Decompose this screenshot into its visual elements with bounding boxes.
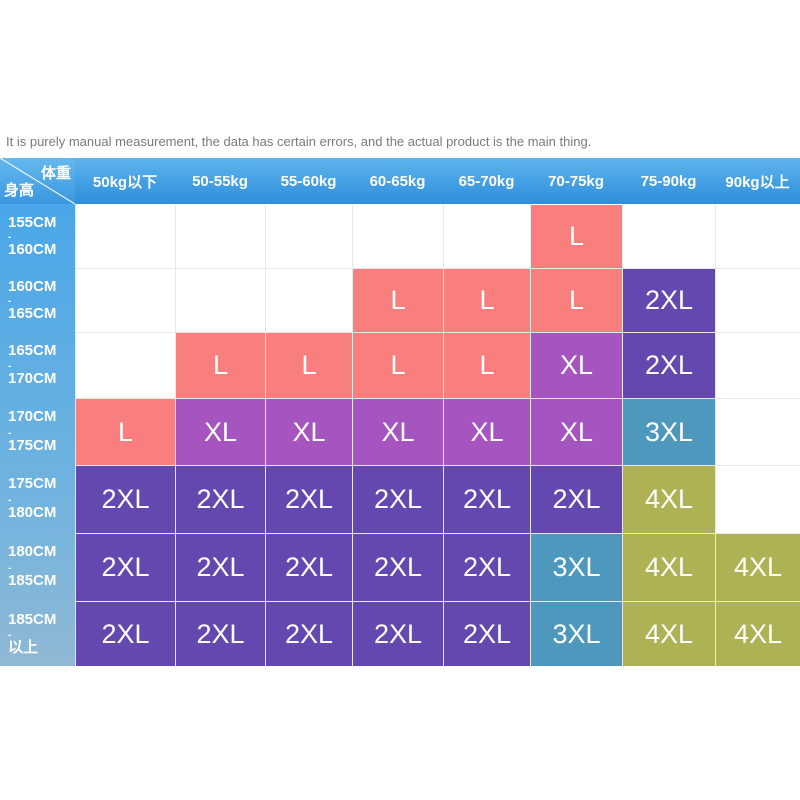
row-header-bottom: 以上 [8,639,39,656]
row-header-top: 185CM [8,611,57,628]
size-cell-2xl: 2XL [623,269,715,332]
grid-line [75,332,800,333]
column-header-weight: 75-90kg [640,172,697,190]
size-cell-xl: XL [444,399,530,465]
row-header-top: 175CM [8,475,57,492]
column-header-weight: 70-75kg [548,172,604,190]
row-header-height: 160CM -165CM [0,268,75,332]
size-cell-2xl: 2XL [76,534,175,601]
corner-diagonal [0,158,75,204]
size-cell-2xl: 2XL [353,602,443,666]
size-cell-2xl: 2XL [444,466,530,533]
grid-line [75,601,800,602]
size-cell-3xl: 3XL [531,602,622,666]
row-header-top: 170CM [8,408,57,425]
size-cell-xl: XL [531,333,622,398]
row-header-dash: - [8,428,12,439]
row-header-dash: - [8,630,12,641]
row-header-bottom: 165CM [8,305,57,322]
size-cell-xl: XL [353,399,443,465]
size-cell-l: L [76,399,175,465]
size-cell-2xl: 2XL [266,602,352,666]
size-cell-2xl: 2XL [444,534,530,601]
size-cell-xl: XL [266,399,352,465]
grid-line [715,204,716,666]
row-header-dash: - [8,361,12,372]
column-header-weight: 55-60kg [280,172,337,190]
column-header-weight: 90kg以上 [725,173,790,191]
size-cell-l: L [266,333,352,398]
row-header-bottom: 180CM [8,504,57,521]
size-cell-4xl: 4XL [716,602,800,666]
row-header-height: 155CM -160CM [0,204,75,268]
row-header-height: 170CM -175CM [0,398,75,465]
grid-line [75,398,800,399]
row-header-top: 160CM [8,278,57,295]
size-cell-2xl: 2XL [531,466,622,533]
size-cell-2xl: 2XL [444,602,530,666]
grid-line [75,204,76,666]
size-cell-2xl: 2XL [266,466,352,533]
size-cell-3xl: 3XL [531,534,622,601]
size-cell-2xl: 2XL [76,466,175,533]
row-header-top: 155CM [8,214,57,231]
weight-label: 体重 [40,165,71,182]
grid-line [75,465,800,466]
corner-header: 体重 身高 [0,158,75,204]
size-cell-xl: XL [531,399,622,465]
size-cell-l: L [176,333,265,398]
measurement-note: It is purely manual measurement, the dat… [6,134,592,149]
row-header-height: 165CM -170CM [0,332,75,398]
size-cell-4xl: 4XL [623,534,715,601]
row-header-top: 165CM [8,342,57,359]
row-header-dash: - [8,495,12,506]
row-header-bottom: 185CM [8,572,57,589]
row-header-height: 180CM -185CM [0,533,75,601]
height-header-band [0,204,75,666]
size-cell-l: L [531,269,622,332]
size-chart: 体重 身高 50kg以下 50-55kg 55-60kg 60-65kg 65-70kg… [0,158,800,666]
weight-header-band [0,158,800,204]
size-cell-4xl: 4XL [623,602,715,666]
grid-line [265,204,266,666]
size-cell-2xl: 2XL [266,534,352,601]
height-label: 身高 [4,182,35,199]
row-header-bottom: 160CM [8,241,57,258]
size-cell-l: L [353,269,443,332]
row-header-bottom: 175CM [8,437,57,454]
size-cell-2xl: 2XL [353,534,443,601]
size-cell-l: L [353,333,443,398]
grid-line [622,204,623,666]
size-cell-2xl: 2XL [76,602,175,666]
size-cell-l: L [531,205,622,268]
size-cell-4xl: 4XL [623,466,715,533]
column-header-weight: 50kg以下 [92,173,158,191]
row-header-top: 180CM [8,543,57,560]
size-cell-xl: XL [176,399,265,465]
grid-line [75,533,800,534]
grid-line [75,268,800,269]
size-cell-2xl: 2XL [176,602,265,666]
size-cell-3xl: 3XL [623,399,715,465]
size-cell-2xl: 2XL [353,466,443,533]
row-header-dash: - [8,232,12,243]
grid-line [530,204,531,666]
size-cell-2xl: 2XL [623,333,715,398]
size-cell-2xl: 2XL [176,534,265,601]
size-cell-l: L [444,333,530,398]
size-cell-4xl: 4XL [716,534,800,601]
grid-line [175,204,176,666]
size-cell-2xl: 2XL [176,466,265,533]
grid-line [352,204,353,666]
row-header-height: 185CM - 以上 [0,601,75,666]
column-header-weight: 50-55kg [192,172,248,190]
column-header-weight: 65-70kg [458,172,515,190]
grid-line [443,204,444,666]
row-header-bottom: 170CM [8,370,57,387]
column-header-weight: 60-65kg [369,172,426,190]
size-cell-l: L [444,269,530,332]
row-header-dash: - [8,563,12,574]
row-header-dash: - [8,296,12,307]
row-header-height: 175CM -180CM [0,465,75,533]
